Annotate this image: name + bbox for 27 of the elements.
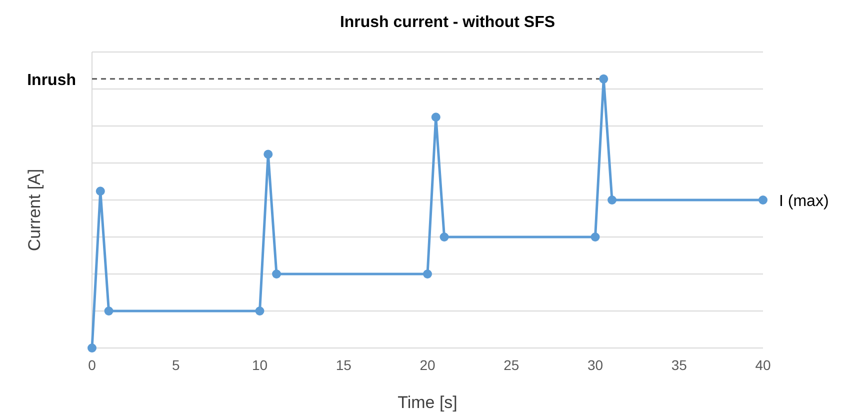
point (758, 196, 768, 204)
x-tick-label: 5 (172, 357, 180, 373)
point (590, 232, 600, 242)
point (599, 74, 608, 84)
point (440, 232, 449, 242)
x-tick-label: 30 (587, 357, 604, 373)
point (88, 344, 96, 352)
point (272, 270, 282, 278)
x-tick-label: 35 (671, 357, 688, 373)
x-tick-label: 10 (252, 357, 268, 373)
annotation: I (max) (779, 193, 829, 210)
point (104, 306, 114, 316)
x-axis-title: Time [s] (398, 393, 458, 412)
x-tick-label: 0 (88, 357, 96, 373)
ref-line-label: Inrush (27, 72, 76, 89)
x-tick-label: 15 (336, 357, 352, 373)
point (608, 196, 617, 204)
point (431, 112, 440, 122)
x-tick-label: 20 (420, 357, 436, 373)
point (264, 150, 273, 159)
x-tick-label: 25 (504, 357, 520, 373)
point (255, 306, 264, 316)
y-axis-title: Current [A] (25, 168, 44, 252)
point (96, 186, 105, 196)
x-tick-label: 40 (755, 357, 771, 373)
chart-title: Inrush current - without SFS (340, 14, 556, 31)
point (423, 270, 432, 278)
